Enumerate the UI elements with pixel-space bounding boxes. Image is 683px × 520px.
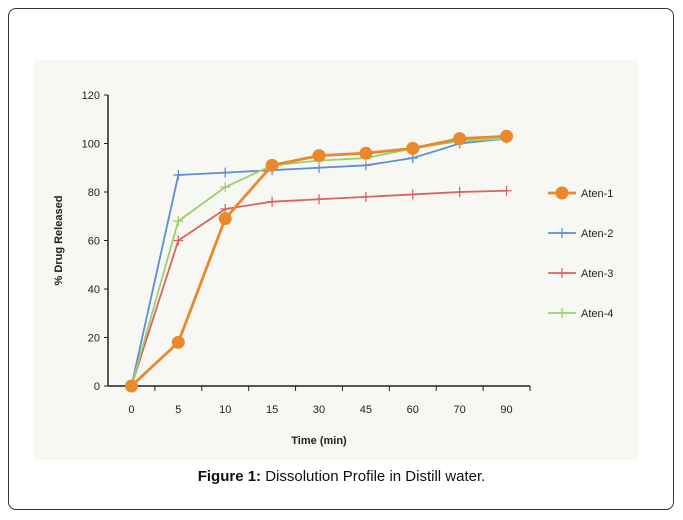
series-line [130,137,507,387]
series-line [130,189,507,387]
legend-label: Aten-1 [581,188,613,200]
y-tick-label: 60 [88,236,100,248]
legend-swatch-marker [557,228,567,238]
data-point [173,216,184,227]
legend-item-aten-3: Aten-3 [548,268,613,280]
data-point [171,335,185,349]
series-line [130,137,507,387]
x-tick-label: 90 [500,404,512,416]
data-point [454,187,465,197]
data-point [267,196,278,207]
data-point [124,379,138,393]
data-point [265,158,279,172]
data-point [314,194,324,205]
data-point [173,170,184,181]
caption-label: Figure 1: [197,468,262,485]
data-point [312,149,326,163]
figure-caption: Figure 1: Dissolution Profile in Distill… [0,468,683,485]
x-tick-label: 15 [266,404,278,416]
data-point [501,185,512,196]
chart-axes: 0 20 40 60 80 100 120 0 5 10 15 30 45 60 70 90 [82,90,531,416]
chart-series [124,129,514,393]
y-tick-label: 40 [88,284,100,296]
x-tick-label: 45 [360,404,372,416]
data-point [360,191,371,202]
y-tick-label: 100 [82,139,100,151]
series-aten-2 [126,133,512,391]
y-tick-label: 120 [82,90,100,102]
x-tick-label: 10 [219,404,231,416]
legend-swatch-marker [557,268,567,278]
x-tick-label: 5 [175,404,181,416]
legend-item-aten-2: Aten-2 [548,228,613,240]
data-point [500,129,514,143]
data-point [453,132,467,146]
series-aten-1 [124,129,514,393]
x-tick-label: 0 [128,404,134,416]
y-tick-label: 0 [94,381,100,393]
data-point [218,212,232,226]
data-point [406,141,420,155]
data-point [407,189,418,200]
legend-label: Aten-3 [581,268,613,280]
data-point [220,182,231,193]
y-tick-label: 20 [88,333,100,345]
legend-swatch-marker [557,308,567,318]
y-tick-label: 80 [88,187,100,199]
x-tick-label: 70 [454,404,466,416]
legend-label: Aten-4 [581,308,613,320]
x-axis-title: Time (min) [291,435,347,447]
y-axis-title: % Drug Released [53,196,65,286]
data-point [220,167,231,178]
legend-item-aten-4: Aten-4 [548,308,613,320]
legend-label: Aten-2 [581,228,613,240]
chart-legend: Aten-1 Aten-2 Aten-3 Aten-4 [548,186,613,320]
caption-text: Dissolution Profile in Distill water. [265,468,486,485]
x-tick-label: 60 [407,404,419,416]
chart-area [34,60,638,460]
x-tick-label: 30 [313,404,325,416]
legend-item-aten-1: Aten-1 [548,186,613,200]
data-point [173,235,184,246]
data-point [359,146,373,160]
legend-swatch-marker [555,186,569,200]
